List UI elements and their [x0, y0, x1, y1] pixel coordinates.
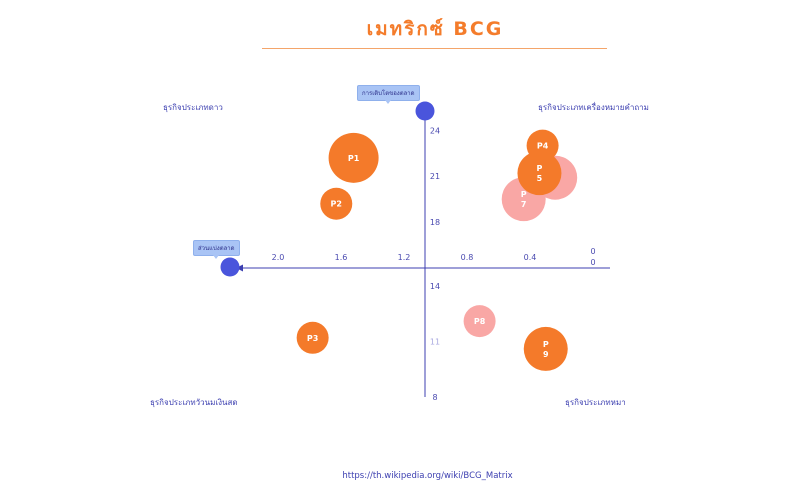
- y-tick-label: 24: [430, 126, 440, 135]
- x-axis-endpoint-dot: [220, 257, 240, 277]
- bubble-circle: [463, 305, 496, 338]
- bubble-p1: P1: [328, 132, 379, 183]
- bubble-label: P8: [474, 317, 486, 326]
- bubble-p3: P3: [296, 321, 329, 354]
- x-axis-arrowhead: [236, 264, 243, 272]
- bubble-circle: [523, 326, 568, 371]
- source-link[interactable]: https://th.wikipedia.org/wiki/BCG_Matrix: [342, 471, 513, 481]
- bubble-label: P1: [348, 154, 360, 163]
- y-tick-label: 18: [430, 218, 440, 227]
- x-tick-label: 1.6: [335, 253, 348, 262]
- quadrant-label-cash-cows: ธุรกิจประเภทวัวนมเงินสด: [150, 398, 238, 407]
- x-tick-label: 1.2: [398, 253, 411, 262]
- bubble-label-index: 5: [537, 174, 543, 183]
- bubble-circle: [328, 132, 379, 183]
- y-tick-label: 8: [432, 393, 437, 402]
- chart-axes: [220, 101, 610, 397]
- y-tick-label: 11: [430, 338, 440, 347]
- quadrant-label-stars: ธุรกิจประเภทดาว: [163, 103, 223, 112]
- title-divider: [262, 48, 607, 49]
- chart-title: เมทริกซ์ BCG: [366, 18, 504, 40]
- bubble-circle: [320, 187, 353, 220]
- y-tick-label: 14: [430, 282, 440, 291]
- bubble-label: P2: [331, 200, 342, 209]
- bubble-label: P3: [307, 334, 318, 343]
- x-tick-label: 0.4: [524, 253, 537, 262]
- bubble-label-index: 7: [521, 200, 527, 209]
- bubble-circle: [517, 151, 562, 196]
- x-tick-label: 0: [590, 258, 595, 267]
- bubble-label: P: [537, 164, 543, 173]
- chart-ticks: 2.0 1.6 1.2 0.8 0.4 0 0 24 21 18 14 11 8: [272, 126, 596, 402]
- bubble-label: P4: [537, 142, 549, 151]
- x-axis-callout: ส่วนแบ่งตลาด: [193, 240, 240, 259]
- bubble-p2: P2: [320, 187, 353, 220]
- y-tick-label: 21: [430, 172, 440, 181]
- chart-bubbles: P6P7P8P1P2P3P4P5P9: [296, 129, 578, 371]
- y-axis-callout: การเติบโตของตลาด: [357, 85, 420, 104]
- x-tick-label: 0: [590, 247, 595, 256]
- quadrant-label-question-marks: ธุรกิจประเภทเครื่องหมายคำถาม: [538, 103, 649, 112]
- x-tick-label: 2.0: [272, 253, 285, 262]
- bubble-label: P: [521, 190, 527, 199]
- x-tick-label: 0.8: [461, 253, 474, 262]
- bubble-circle: [296, 321, 329, 354]
- bubble-p5: P5: [517, 151, 562, 196]
- bubble-label: P: [543, 340, 549, 349]
- bubble-p8: P8: [463, 305, 496, 338]
- bubble-p9: P9: [523, 326, 568, 371]
- quadrant-label-dogs: ธุรกิจประเภทหมา: [565, 398, 626, 407]
- y-axis-endpoint-dot: [415, 101, 435, 121]
- bubble-label-index: 9: [543, 350, 549, 359]
